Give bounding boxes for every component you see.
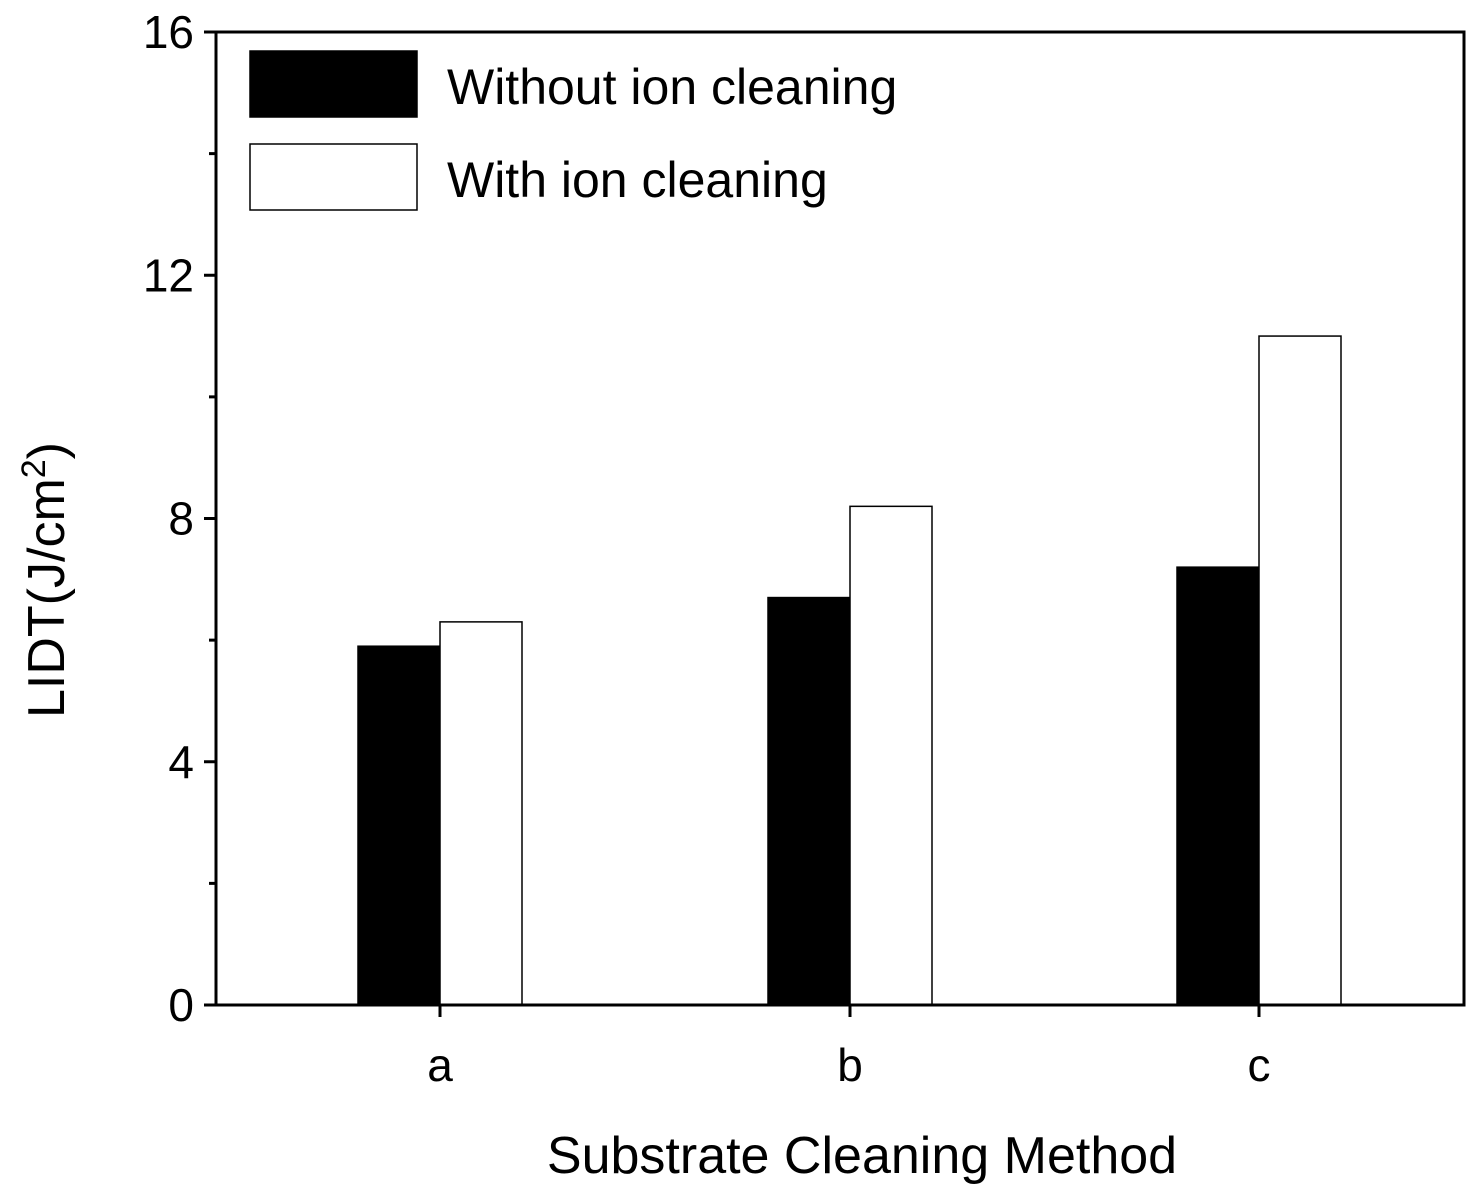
bar-b-with-ion — [849, 505, 933, 1006]
legend-swatch-with-ion — [249, 143, 418, 211]
y-tick-label: 16 — [143, 6, 194, 58]
x-tick-label-a: a — [427, 1039, 453, 1091]
y-axis-title-main: LIDT(J/cm — [18, 478, 76, 718]
legend-label-with-ion: With ion cleaning — [447, 152, 828, 208]
y-axis-title: LIDT(J/cm2) — [15, 442, 76, 718]
bar-c-with-ion — [1258, 335, 1342, 1006]
legend: Without ion cleaning With ion cleaning — [249, 50, 897, 211]
y-axis-title-close: ) — [18, 442, 76, 459]
x-tick-label-b: b — [837, 1039, 863, 1091]
x-axis-title: Substrate Cleaning Method — [547, 1127, 1177, 1185]
bar-a-with-ion — [439, 621, 523, 1006]
y-tick-label: 4 — [168, 736, 194, 788]
y-tick-label: 12 — [143, 249, 194, 301]
bar-a-without-ion — [357, 645, 441, 1006]
legend-label-without-ion: Without ion cleaning — [447, 59, 897, 115]
y-tick-label: 8 — [168, 493, 194, 545]
legend-swatch-without-ion — [249, 50, 418, 118]
bar-b-without-ion — [767, 596, 851, 1006]
y-axis-title-superscript: 2 — [15, 459, 53, 478]
bar-c-without-ion — [1176, 566, 1260, 1006]
x-tick-label-c: c — [1248, 1039, 1271, 1091]
y-tick-label: 0 — [168, 979, 194, 1031]
